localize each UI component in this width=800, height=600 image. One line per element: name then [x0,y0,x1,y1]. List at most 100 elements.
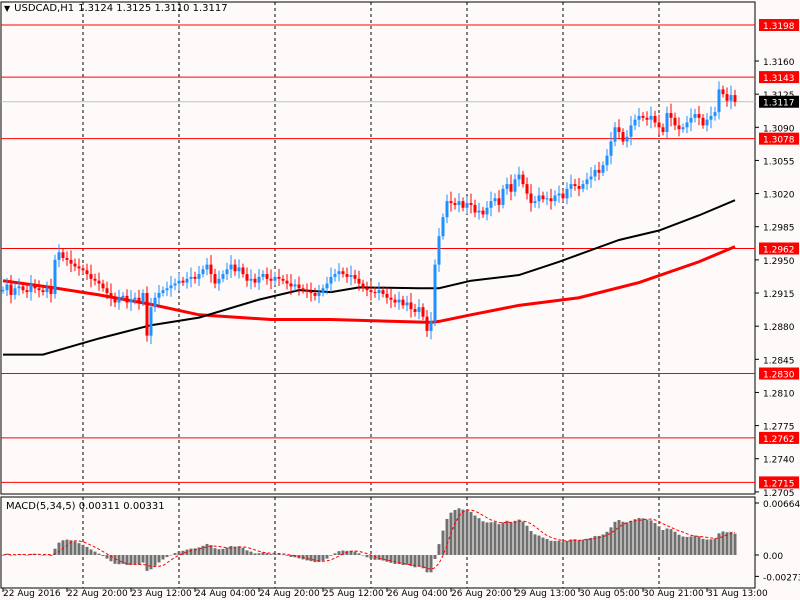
candle-body [297,284,301,289]
macd-histogram-bar [605,531,609,555]
slow-moving-average [2,245,736,324]
candle-body [249,278,253,281]
macd-histogram-bar [137,555,141,565]
current-price-label: 1.3117 [763,99,795,109]
candle-body [105,288,109,294]
macd-histogram-bar [193,548,197,555]
candle-body [449,201,453,204]
macd-histogram-bar [269,554,273,555]
macd-histogram-bar [209,545,213,555]
macd-histogram-bar [485,522,489,555]
candle-body [645,117,649,120]
x-tick-label: 26 Aug 20:00 [451,589,512,599]
macd-histogram-bar [153,555,157,566]
candle-body [257,276,261,283]
candle-body [25,290,29,293]
macd-histogram-bar [509,522,513,555]
candle-body [133,297,137,300]
candle-body [97,280,101,284]
candle-body [501,188,505,205]
candle-body [93,278,97,281]
candle-body [553,195,557,202]
macd-histogram-bar [329,555,333,556]
candle-body [113,297,117,303]
macd-histogram-bar [693,535,697,555]
symbol-label: USDCAD,H1 [14,3,75,14]
candle-body [145,293,149,336]
macd-histogram-bar [469,511,473,555]
macd-histogram-bar [401,555,405,565]
macd-histogram-bar [121,555,125,564]
macd-histogram-bar [641,518,645,555]
macd-histogram-bar [281,554,285,556]
macd-histogram-bar [393,555,397,565]
macd-histogram-bar [353,551,357,555]
macd-signal-line [2,509,736,570]
macd-histogram-bar [541,537,545,555]
macd-histogram-bar [97,553,101,555]
macd-histogram-bar [425,555,429,573]
macd-histogram-bar [557,540,561,555]
x-tick-label: 25 Aug 12:00 [323,589,384,599]
macd-histogram-bar [421,555,425,569]
candle-body [281,278,285,281]
candle-body [37,288,41,291]
candle-body [681,127,685,130]
macd-histogram-bar [165,555,169,558]
candle-body [561,193,565,199]
candle-body [245,274,249,281]
triangle-down-icon[interactable]: ▼ [4,4,11,13]
macd-histogram-bar [73,541,77,555]
fast-moving-average [3,199,736,356]
x-tick-label: 30 Aug 21:00 [643,589,704,599]
macd-histogram-bar [705,539,709,555]
price-level-label: 1.3143 [763,74,795,84]
macd-histogram-bar [501,522,505,555]
macd-histogram-bar [61,540,65,555]
macd-histogram-bar [81,544,85,555]
candle-body [325,283,329,289]
candle-body [193,276,197,279]
macd-histogram-bar [365,555,369,558]
macd-histogram-bar [429,555,433,573]
candle-body [357,278,361,284]
candle-body [317,293,321,296]
candle-body [173,283,177,286]
price-level-tag [759,367,799,380]
candle-body [457,201,461,205]
macd-histogram-bar [105,555,109,559]
macd-y-tick-label: 0.00664 [763,500,800,510]
macd-histogram-bar [361,555,365,556]
candle-body [405,302,409,306]
candle-body [345,274,349,277]
x-tick-label: 24 Aug 04:00 [195,589,256,599]
candle-body [305,290,309,293]
candle-body [545,198,549,200]
macd-histogram-bar [1,555,5,556]
candle-body [441,217,445,237]
macd-histogram-bar [549,540,553,555]
y-tick-label: 1.3160 [763,58,795,68]
candle-body [293,284,297,287]
macd-histogram-bar [513,520,517,555]
macd-histogram-bar [609,527,613,555]
macd-histogram-bar [65,539,69,555]
macd-histogram-bar [345,550,349,555]
candle-body [513,179,517,192]
macd-histogram-bar [633,519,637,555]
macd-histogram-bar [433,555,437,560]
candle-body [369,290,373,293]
candle-body [665,113,669,133]
candle-body [189,276,193,279]
candle-body [197,274,201,279]
macd-histogram-bar [305,555,309,561]
candle-body [529,193,533,204]
macd-histogram-bar [585,538,589,555]
macd-histogram-bar [273,553,277,555]
macd-histogram-bar [493,522,497,555]
y-tick-label: 1.2915 [763,290,795,300]
candle-body [697,114,701,118]
candle-body [241,267,245,275]
candle-body [89,274,93,279]
